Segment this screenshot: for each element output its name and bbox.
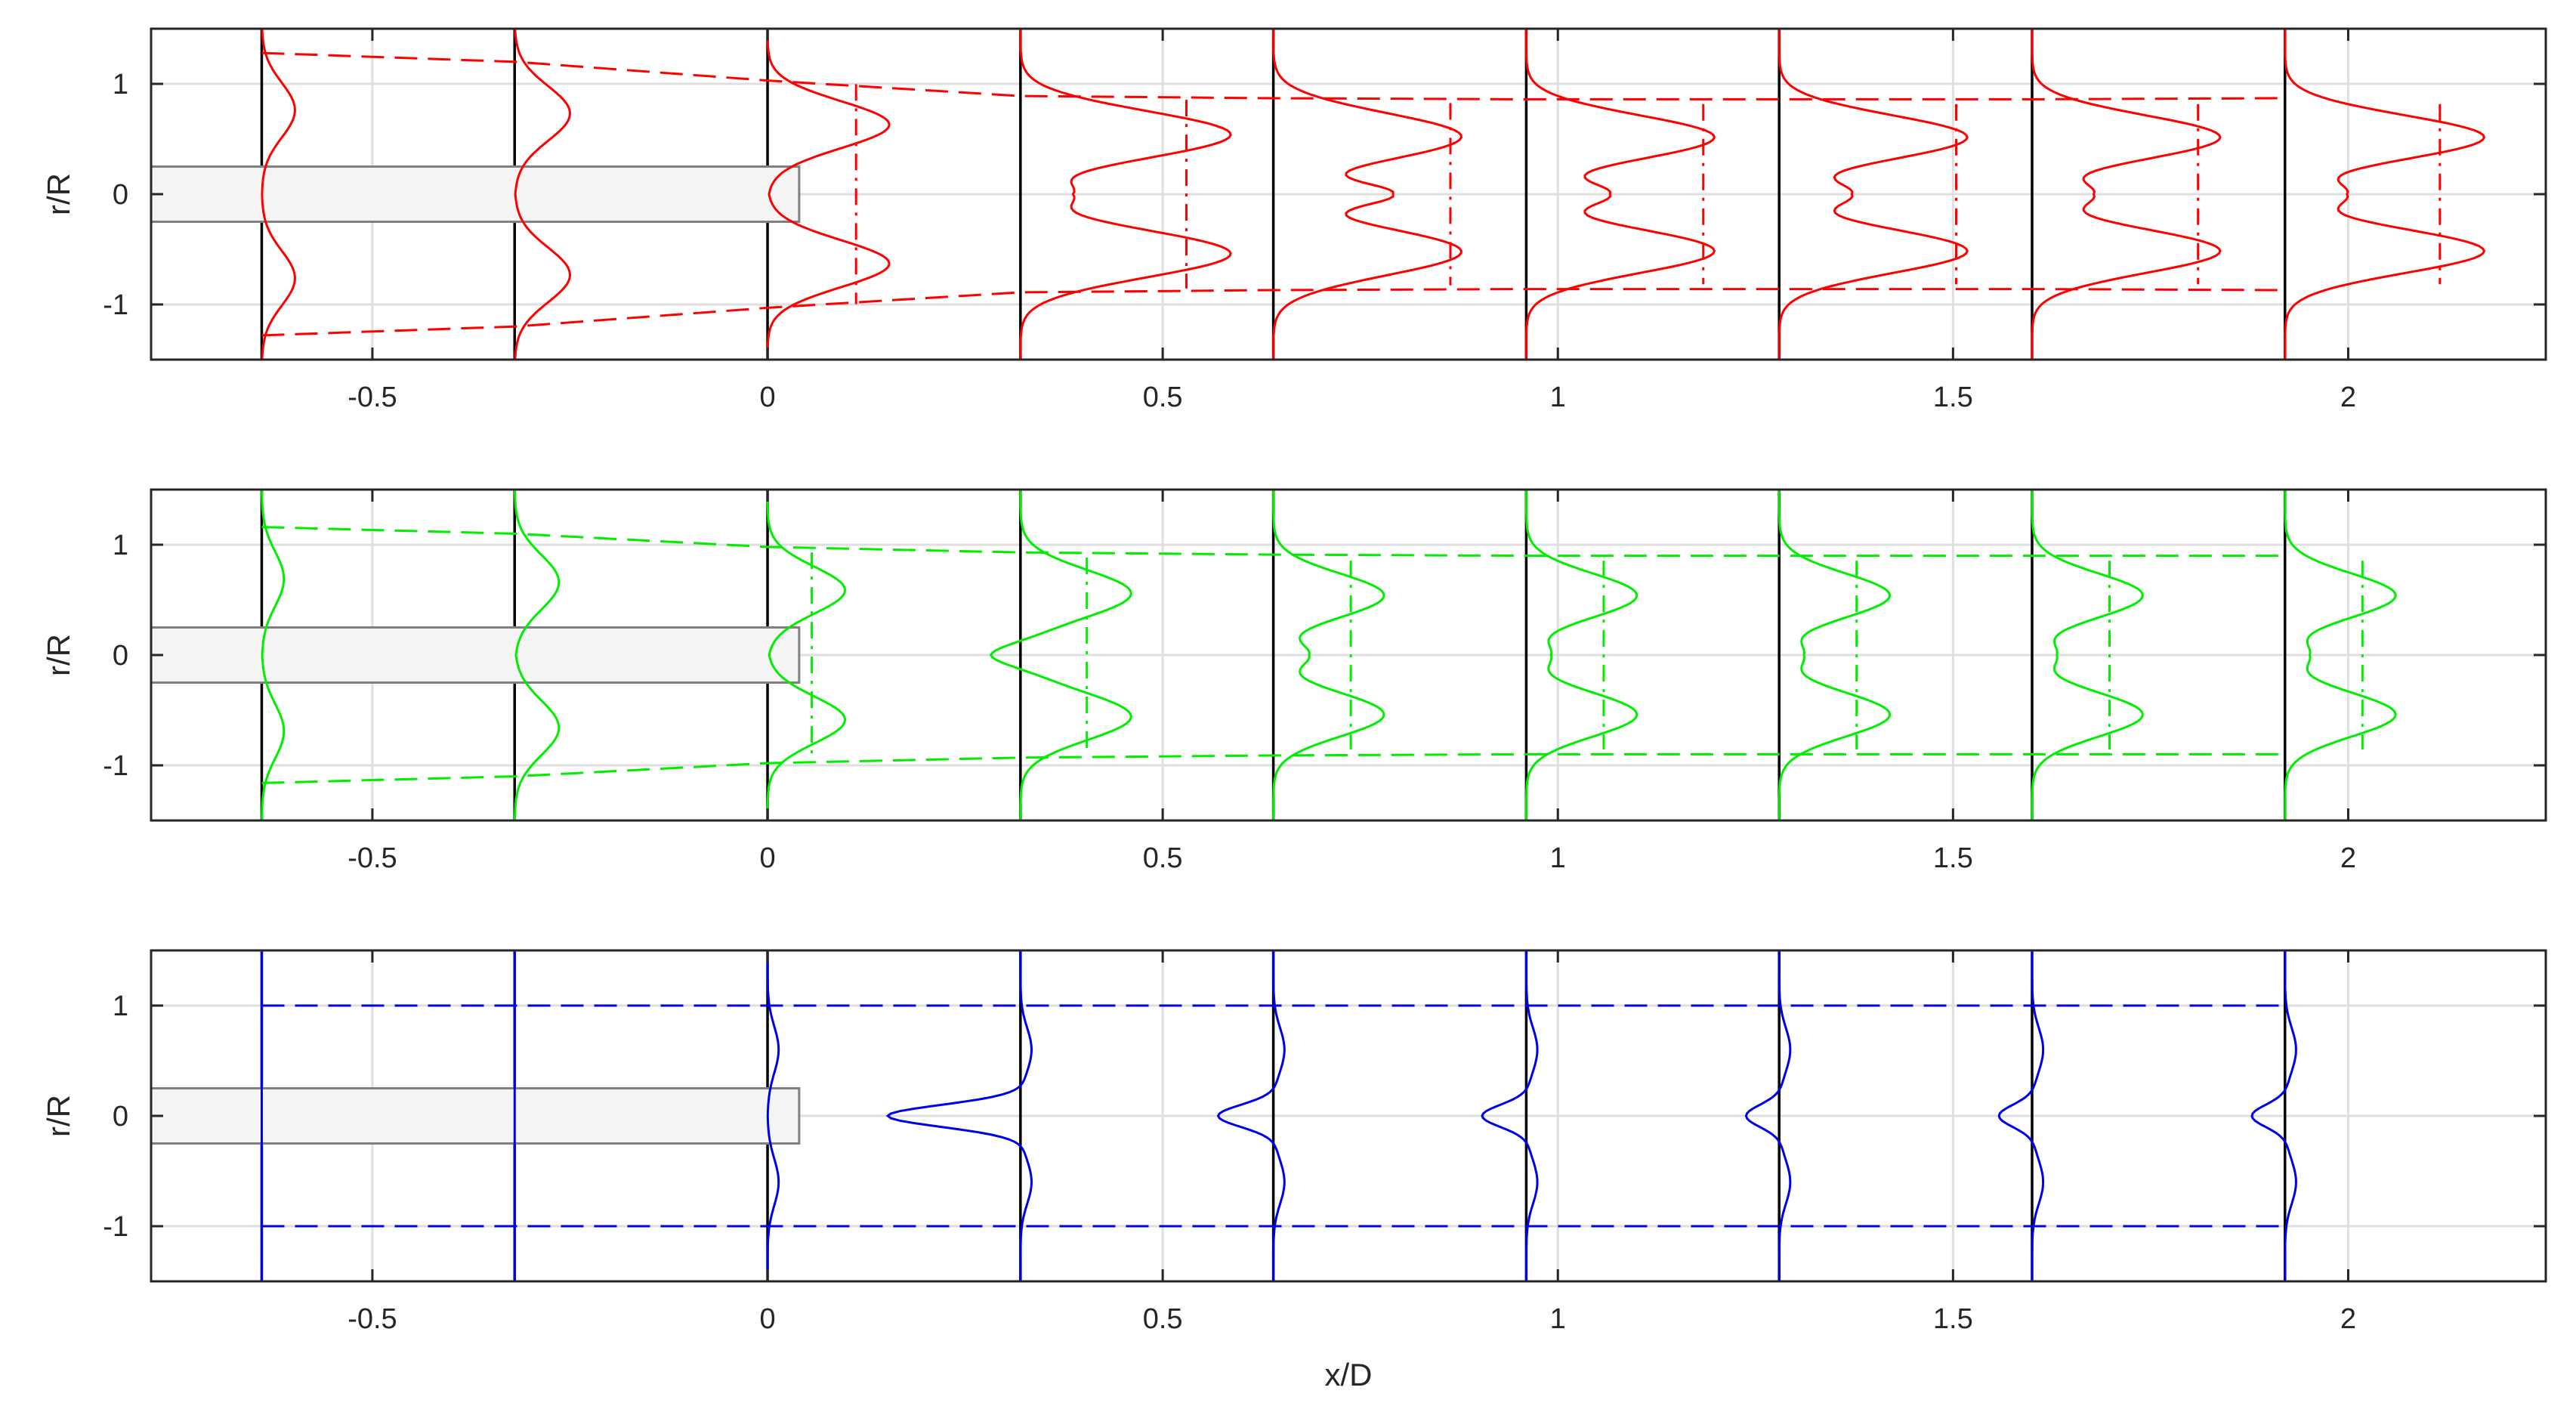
velocity-profile: [1744, 950, 1792, 1281]
velocity-profile: [1272, 490, 1385, 820]
velocity-profile: [766, 950, 780, 1281]
velocity-profile: [261, 489, 286, 821]
panel-top: -0.5 0 0.5 1 1.5 2 -1 0 1 r/R: [41, 27, 2547, 413]
velocity-profile: [2031, 29, 2222, 360]
x-tick-label: 1: [1550, 842, 1566, 874]
lower-envelope-dashed: [261, 288, 2285, 337]
x-tick-label: 1: [1550, 1303, 1566, 1335]
y-tick-label: -1: [103, 750, 128, 782]
y-tick-label: -1: [103, 1211, 128, 1243]
body-rect: [150, 626, 801, 684]
x-tick-label: -0.5: [347, 1303, 397, 1335]
velocity-profile: [2250, 950, 2297, 1281]
velocity-profile: [513, 489, 561, 821]
x-tick-label: 0: [759, 1303, 775, 1335]
y-tick-label: 0: [113, 1101, 128, 1133]
y-axis-label: r/R: [41, 634, 76, 676]
y-tick-label: 0: [113, 179, 128, 211]
x-axis-label: x/D: [1325, 1357, 1373, 1392]
x-tick-label: 0.5: [1143, 842, 1183, 874]
y-tick-label: 0: [113, 640, 128, 672]
velocity-profile: [1997, 950, 2045, 1281]
y-tick-label: -1: [103, 289, 128, 321]
velocity-profile: [1216, 950, 1286, 1281]
y-axis-label: r/R: [41, 1095, 76, 1137]
velocity-profile: [1524, 490, 1639, 820]
x-tick-label: 1.5: [1933, 382, 1973, 413]
velocity-profile: [514, 28, 572, 360]
y-tick-label: 1: [113, 69, 128, 100]
x-tick-label: -0.5: [347, 382, 397, 413]
velocity-profile: [1272, 29, 1463, 360]
lower-envelope-dashed: [261, 752, 2285, 784]
x-tick-label: 1: [1550, 382, 1566, 413]
body-rect: [150, 1087, 801, 1145]
velocity-profile: [766, 490, 847, 820]
upper-envelope-dashed: [261, 526, 2285, 558]
velocity-profile: [1778, 29, 1969, 360]
velocity-profile: [261, 28, 296, 360]
velocity-profile: [1524, 29, 1716, 360]
x-tick-label: 2: [2340, 1303, 2356, 1335]
velocity-profile: [1019, 29, 1232, 360]
x-tick-label: 0.5: [1143, 382, 1183, 413]
velocity-profile: [766, 29, 891, 360]
velocity-profile: [885, 950, 1033, 1281]
x-tick-label: 0.5: [1143, 1303, 1183, 1335]
velocity-profile: [2284, 490, 2397, 820]
y-tick-label: 1: [113, 530, 128, 561]
velocity-profile: [2284, 29, 2486, 360]
y-tick-label: 1: [113, 990, 128, 1022]
x-tick-label: 1.5: [1933, 842, 1973, 874]
x-tick-label: 0: [759, 382, 775, 413]
panel-bottom: -0.5 0 0.5 1 1.5 2 -1 0 1 r/R x/D: [41, 949, 2547, 1392]
velocity-profile: [989, 490, 1132, 820]
velocity-profile: [2031, 490, 2144, 820]
x-tick-label: 2: [2340, 382, 2356, 413]
upper-envelope-dashed: [261, 51, 2285, 100]
y-axis-label: r/R: [41, 173, 76, 215]
x-tick-label: -0.5: [347, 842, 397, 874]
x-tick-label: 0: [759, 842, 775, 874]
x-tick-label: 2: [2340, 842, 2356, 874]
velocity-profile: [1481, 950, 1539, 1281]
x-tick-label: 1.5: [1933, 1303, 1973, 1335]
body-rect: [150, 165, 801, 223]
panel-middle: -0.5 0 0.5 1 1.5 2 -1 0 1 r/R: [41, 488, 2547, 874]
velocity-profile: [1778, 490, 1892, 820]
